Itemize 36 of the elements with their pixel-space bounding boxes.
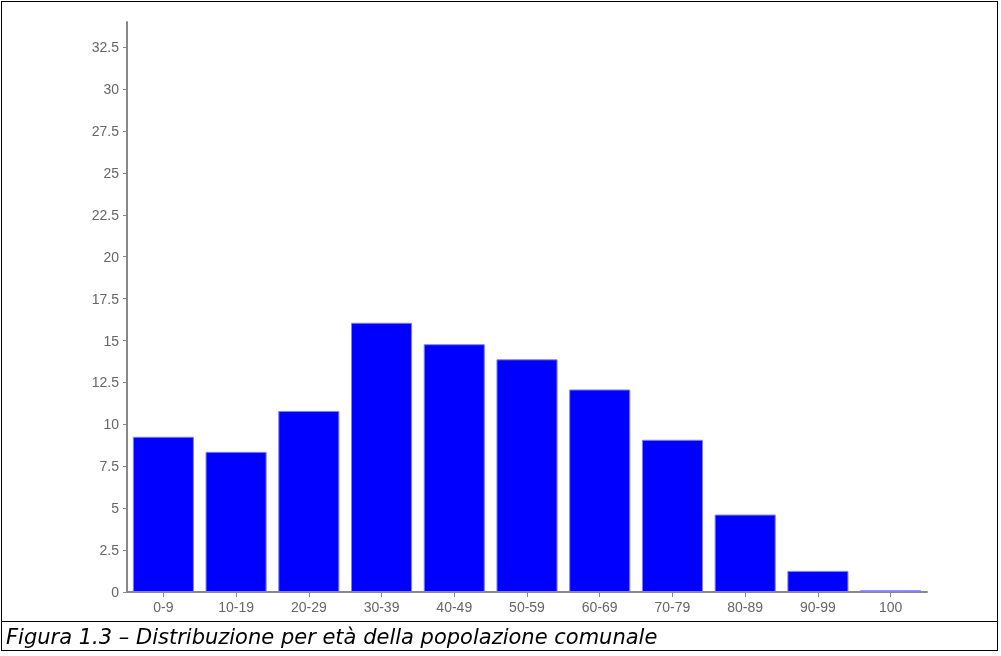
- y-tick-label: 32.5: [91, 39, 120, 56]
- y-tick-label: 12.5: [91, 374, 120, 391]
- x-tick-label: 20-29: [290, 599, 327, 615]
- x-tick-label: 50-59: [509, 599, 546, 615]
- y-tick-label: 30: [103, 81, 120, 98]
- y-tick-label: 7.5: [99, 458, 120, 475]
- bar: [714, 514, 776, 592]
- y-tick-label: 22.5: [91, 206, 120, 223]
- bar: [205, 451, 267, 592]
- bar: [278, 410, 340, 592]
- x-tick-label: 0-9: [153, 599, 174, 615]
- text: Figura 1.3 – Distribuzione per età della popolazione comunale: [2, 621, 997, 651]
- y-tick-label: 27.5: [91, 122, 120, 139]
- bar: [787, 570, 849, 592]
- bar: [423, 344, 485, 592]
- x-tick-label: 10-19: [218, 599, 255, 615]
- y-tick-label: 20: [103, 248, 120, 265]
- x-tick-label: 80-89: [727, 599, 764, 615]
- bar: [351, 322, 413, 592]
- bar: [641, 439, 703, 592]
- y-tick-label: 25: [103, 164, 120, 181]
- y-tick-label: 17.5: [91, 290, 120, 307]
- y-tick-label: 5: [111, 500, 120, 517]
- x-tick-label: 60-69: [581, 599, 618, 615]
- bar: [132, 436, 194, 592]
- y-tick-label: 10: [103, 416, 120, 433]
- y-tick-label: 2.5: [99, 542, 120, 559]
- x-tick-label: 40-49: [436, 599, 473, 615]
- bar: [496, 359, 558, 592]
- y-tick-label: 15: [103, 332, 120, 349]
- y-tick-label: 0: [111, 584, 120, 600]
- bar: [569, 389, 631, 592]
- x-tick-label: 100: [878, 599, 903, 615]
- x-tick-label: 90-99: [800, 599, 837, 615]
- x-tick-label: 30-39: [363, 599, 400, 615]
- x-tick-label: 70-79: [654, 599, 691, 615]
